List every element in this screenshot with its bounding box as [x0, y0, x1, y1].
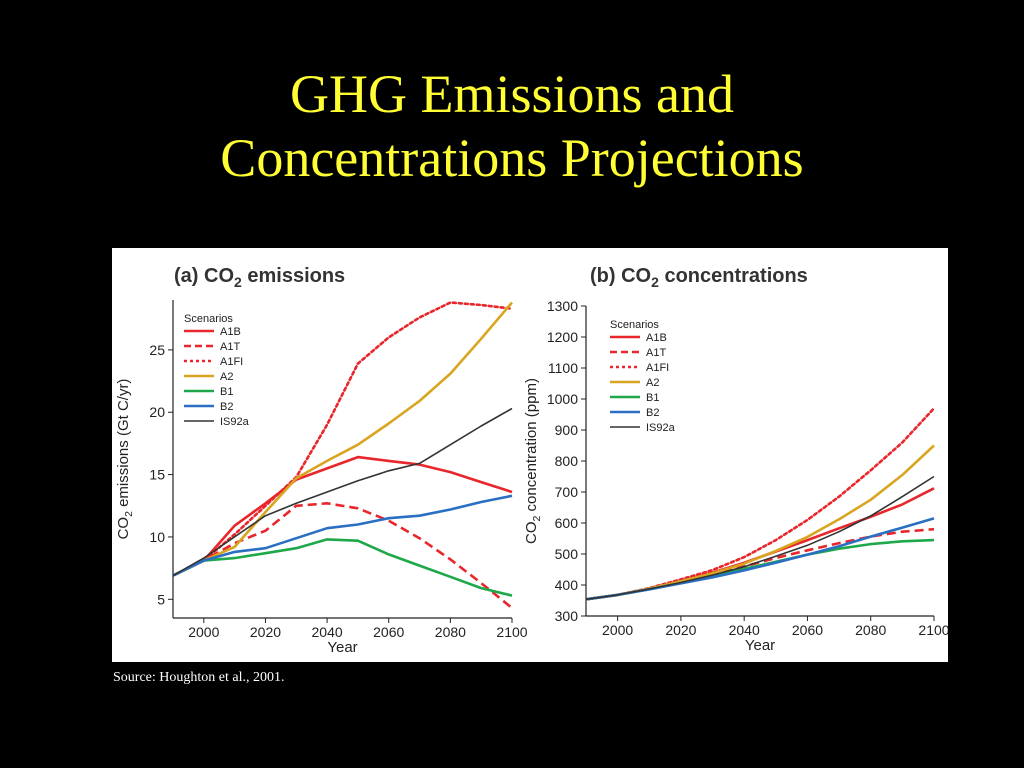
panel-b-legend-label-a2: A2	[646, 377, 659, 389]
panel-b-x-axis-title: Year	[745, 637, 775, 654]
panel-b-legend-title: Scenarios	[610, 319, 659, 331]
panel-a-legend-label-a1fi: A1FI	[220, 356, 243, 368]
panel-a-x-tick-label: 2020	[250, 624, 281, 640]
panel-b-y-tick-label: 400	[555, 577, 579, 593]
panel-b-legend-label-b2: B2	[646, 407, 659, 419]
panel-b-y-axis-title: CO2 concentration (ppm)	[523, 378, 543, 544]
panel-a-legend-label-b2: B2	[220, 401, 233, 413]
panel-b-x-tick-label: 2100	[918, 622, 948, 638]
panel-a-legend-label-a1t: A1T	[220, 341, 240, 353]
panel-a-x-tick-label: 2060	[373, 624, 404, 640]
panel-a-series-group	[173, 301, 514, 610]
panel-a-legend-title: Scenarios	[184, 313, 233, 325]
panel-a-series-is92a	[173, 407, 513, 577]
panel-b-y-tick-label: 700	[555, 484, 579, 500]
panel-a-legend-label-a1b: A1B	[220, 326, 241, 338]
panel-a-legend-label-a2: A2	[220, 371, 233, 383]
panel-b-legend-label-is92a: IS92a	[646, 422, 676, 434]
panel-b-chart: (b) CO2 concentrations 2000 2020 2040 2060 20…	[523, 265, 948, 654]
panel-a-legend-label-is92a: IS92a	[220, 416, 250, 428]
panel-b-y-tick-label: 1000	[547, 391, 578, 407]
panel-a-x-tick-label: 2000	[188, 624, 219, 640]
panel-a-series-a1b	[173, 455, 513, 577]
panel-b-y-tick-label: 300	[555, 608, 579, 624]
panel-b-title: (b) CO2 concentrations	[590, 265, 808, 290]
chart-figure: (a) CO2 emissions 2000 2020 2040 2060 2080 210…	[115, 265, 948, 656]
panel-b-x-tick-label: 2040	[729, 622, 760, 638]
figure-panel: (a) CO2 emissions 2000 2020 2040 2060 2080 210…	[112, 248, 948, 662]
panel-a-y-tick-label: 5	[157, 591, 165, 607]
panel-b-y-tick-label: 1300	[547, 298, 578, 314]
panel-b-legend-label-a1b: A1B	[646, 332, 667, 344]
panel-a-y-tick-label: 25	[149, 342, 165, 358]
panel-a-title: (a) CO2 emissions	[174, 265, 345, 290]
panel-a-series-b2	[173, 494, 513, 577]
panel-a-x-axis-title: Year	[327, 639, 357, 656]
panel-a-series-a2	[173, 301, 513, 577]
panel-a-x-tick-label: 2080	[435, 624, 466, 640]
panel-a-y-axis-title: CO2 emissions (Gt C/yr)	[115, 379, 135, 540]
panel-a-chart: (a) CO2 emissions 2000 2020 2040 2060 2080 210…	[115, 265, 528, 656]
panel-b-legend-label-a1fi: A1FI	[646, 362, 669, 374]
panel-a-legend-label-b1: B1	[220, 386, 233, 398]
panel-b-legend-label-b1: B1	[646, 392, 659, 404]
panel-b-y-tick-label: 800	[555, 453, 579, 469]
panel-b-x-tick-label: 2020	[665, 622, 696, 638]
panel-b-series-a1fi	[586, 407, 936, 601]
panel-a-y-tick-label: 20	[149, 404, 165, 420]
panel-b-y-tick-label: 500	[555, 546, 579, 562]
panel-a-series-b1	[173, 538, 513, 597]
panel-b-x-tick-label: 2080	[855, 622, 886, 638]
slide-title-line-1: GHG Emissions and	[290, 64, 734, 124]
slide-title-line-2: Concentrations Projections	[220, 128, 804, 188]
panel-b-series-b2	[586, 517, 935, 601]
panel-b-y-tick-label: 900	[555, 422, 579, 438]
panel-a-series-a1t	[173, 502, 513, 610]
panel-b-y-tick-label: 600	[555, 515, 579, 531]
panel-a-x-tick-label: 2100	[496, 624, 527, 640]
panel-b-y-tick-label: 1100	[548, 360, 578, 376]
panel-b-y-tick-label: 1200	[547, 329, 578, 345]
panel-b-x-tick-label: 2000	[602, 622, 633, 638]
panel-a-x-tick-label: 2040	[312, 624, 343, 640]
panel-b-x-tick-label: 2060	[792, 622, 823, 638]
panel-b-legend-label-a1t: A1T	[646, 347, 666, 359]
slide-title: GHG Emissions and Concentrations Project…	[0, 62, 1024, 190]
source-citation: Source: Houghton et al., 2001.	[113, 670, 285, 685]
panel-b-series-group	[586, 407, 936, 601]
panel-b-series-a2	[586, 444, 935, 601]
panel-a-y-tick-label: 15	[149, 467, 165, 483]
panel-a-series-a1fi	[173, 301, 514, 577]
panel-b-series-is92a	[586, 475, 935, 601]
panel-a-y-tick-label: 10	[149, 529, 165, 545]
